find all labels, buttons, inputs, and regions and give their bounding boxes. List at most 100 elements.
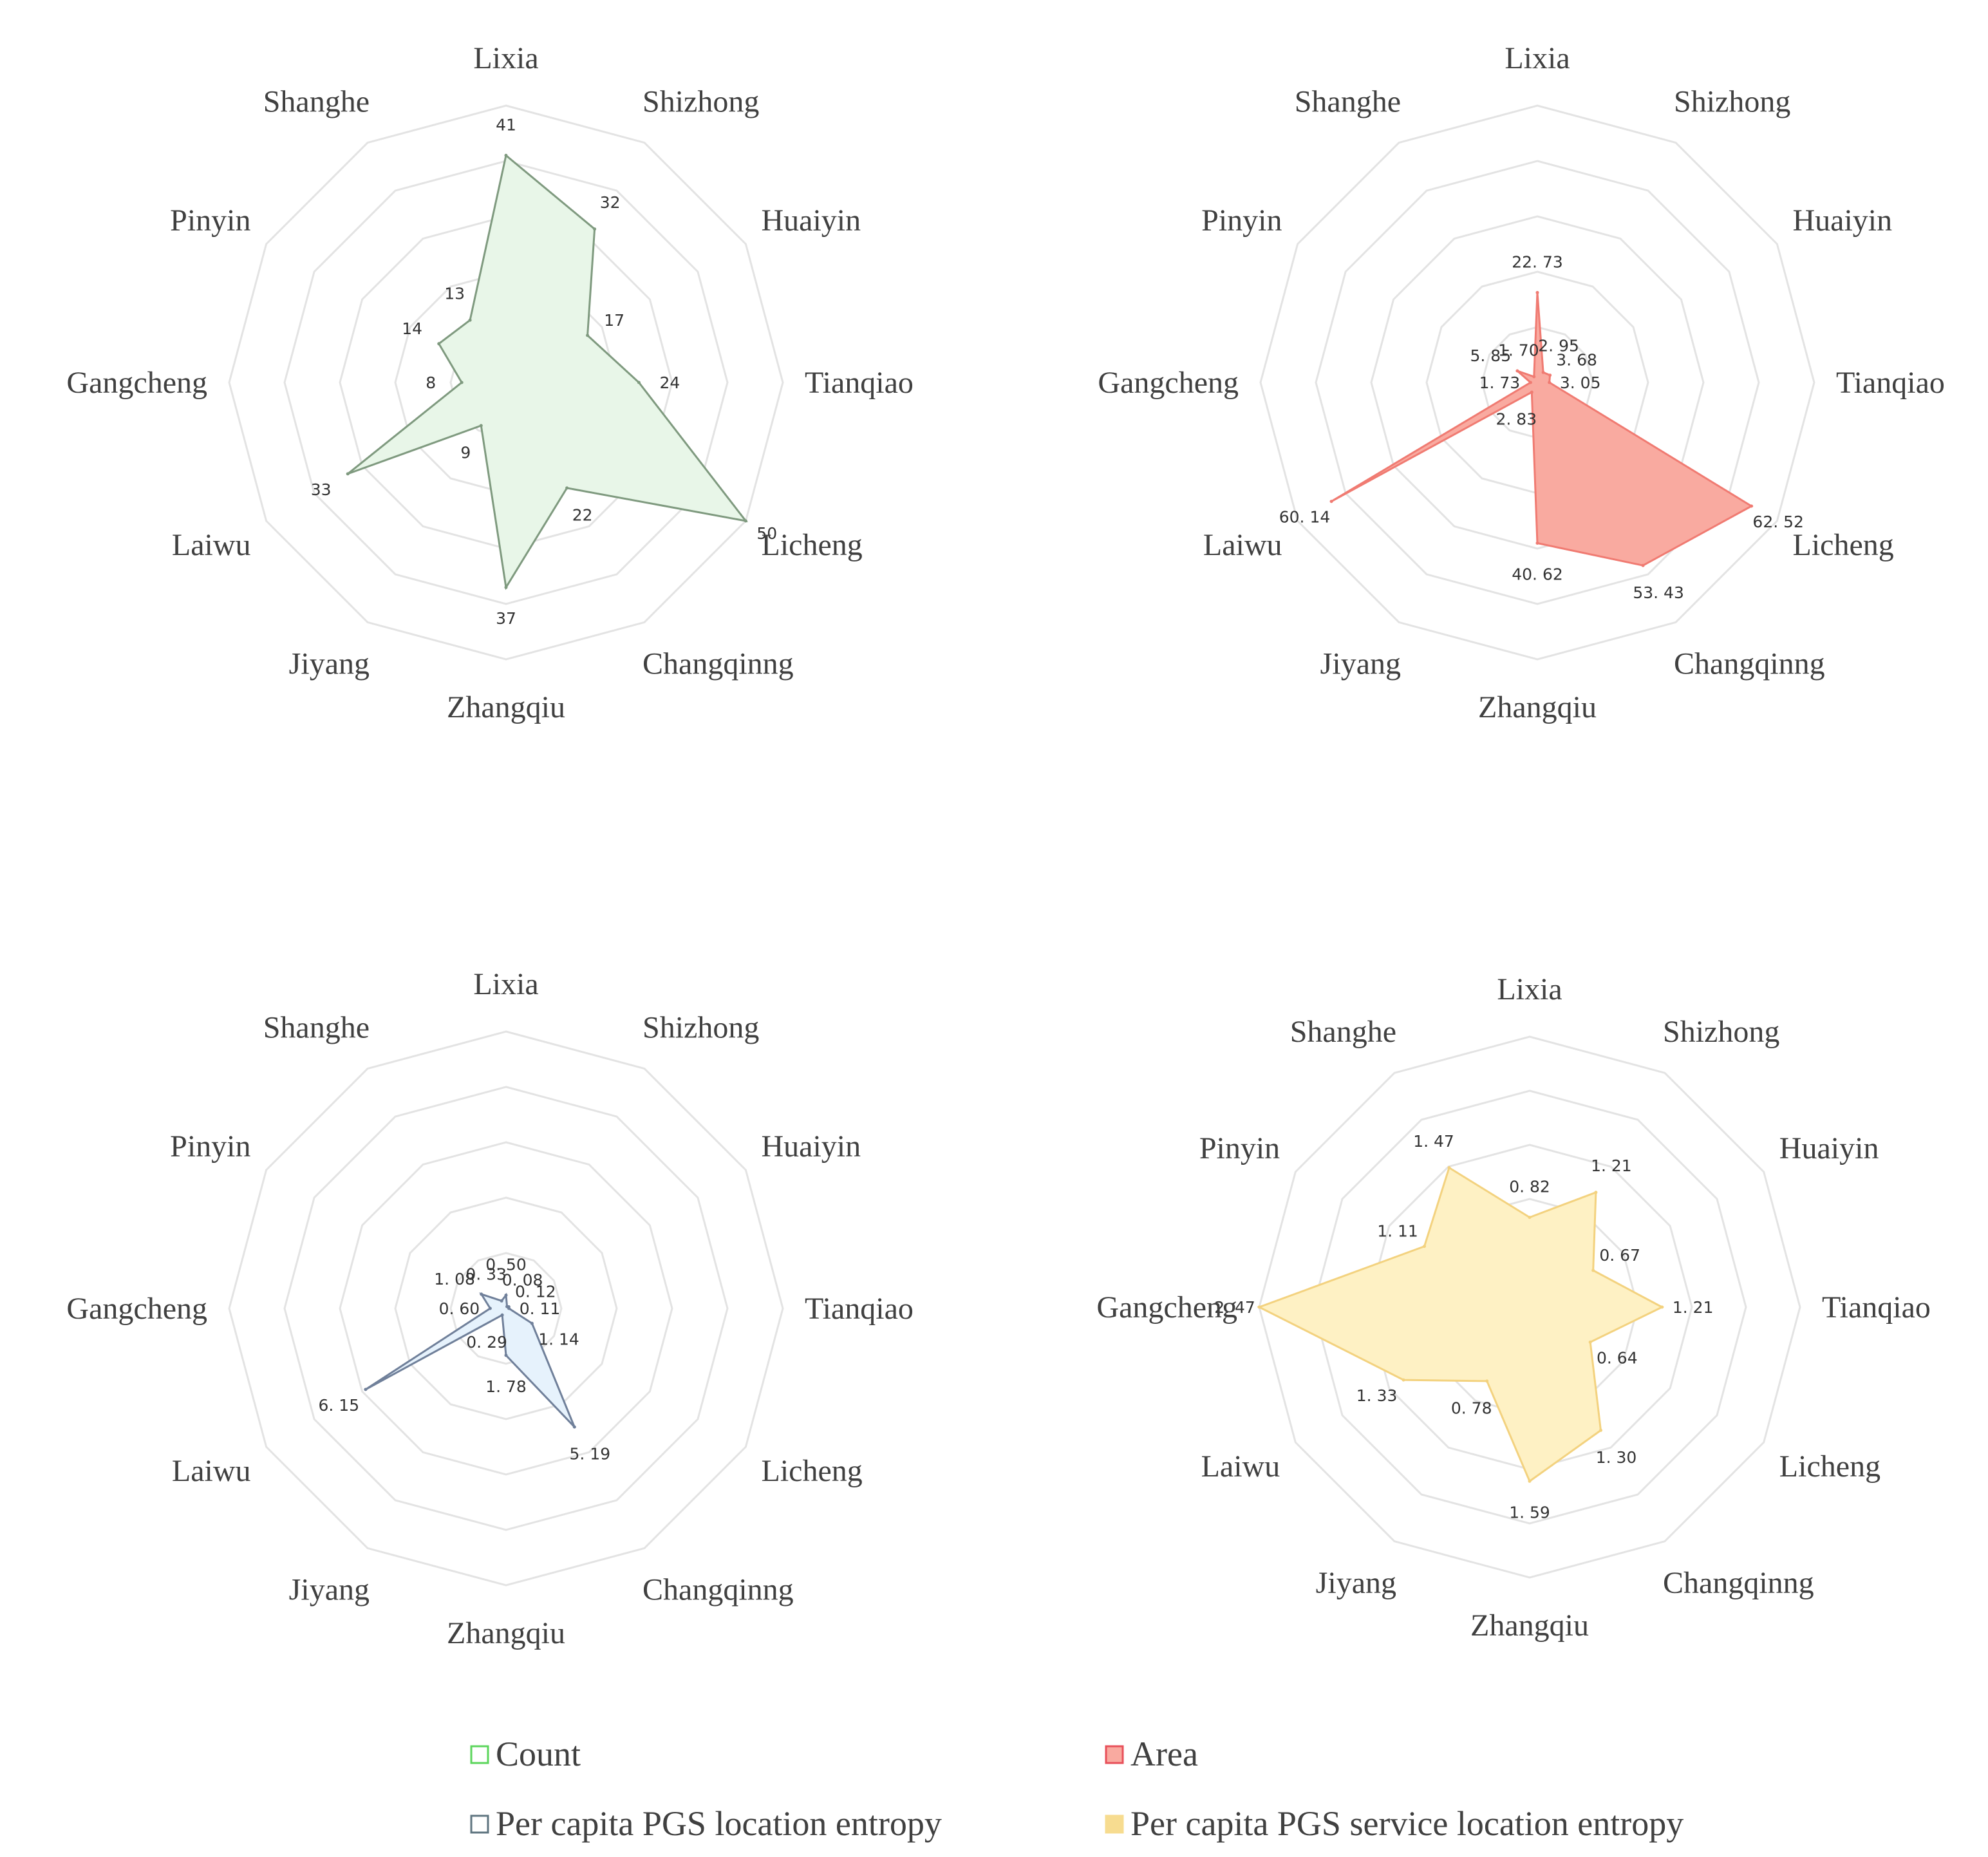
category-label-pinyin: Pinyin (170, 203, 250, 238)
legend-item-count[interactable]: Count (470, 1735, 581, 1773)
category-label-shizhong: Shizhong (1663, 1015, 1779, 1049)
value-label-shizhong: 2. 95 (1538, 337, 1579, 355)
data-point-jiyang (1530, 390, 1533, 394)
value-label-licheng: 1. 14 (538, 1330, 579, 1348)
category-label-gangcheng: Gangcheng (66, 366, 207, 400)
grid-ring-1 (449, 1252, 563, 1365)
legend-item-service-location-entropy[interactable]: Per capita PGS service location entropy (1105, 1804, 1683, 1843)
value-label-tianqiao: 24 (659, 373, 680, 392)
category-label-pinyin: Pinyin (170, 1129, 250, 1164)
category-label-tianqiao: Tianqiao (1836, 366, 1945, 400)
category-label-huaiyin: Huaiyin (762, 1129, 861, 1164)
grid-ring-5 (228, 1030, 784, 1587)
category-label-changqinng: Changqinng (1674, 647, 1825, 681)
category-label-changqinng: Changqinng (642, 1573, 794, 1607)
data-point-pinyin (1423, 1245, 1426, 1249)
category-label-lixia: Lixia (1505, 41, 1570, 75)
radar-chart-service-location-entropy: 0. 82 1. 21 0. 67 1. 21 0. 64 1. 30 1. 59 0. 78… (1096, 972, 1931, 1643)
legend-item-location-entropy[interactable]: Per capita PGS location entropy (470, 1804, 942, 1843)
value-label-pinyin: 14 (402, 319, 422, 338)
value-label-lixia: 0. 50 (485, 1256, 527, 1274)
grid-ring-3 (339, 1141, 673, 1476)
data-point-pinyin (1515, 369, 1519, 373)
value-label-gangcheng: 8 (426, 373, 436, 392)
category-label-huaiyin: Huaiyin (1793, 203, 1893, 238)
value-label-laiwu: 6. 15 (318, 1396, 359, 1415)
data-point-shizhong (1594, 1191, 1598, 1194)
data-point-shanghe (500, 1299, 503, 1303)
category-label-laiwu: Laiwu (1203, 528, 1282, 562)
category-label-jiyang: Jiyang (1316, 1566, 1396, 1600)
data-point-changqinng (1641, 563, 1645, 567)
value-label-zhangqiu: 40. 62 (1512, 565, 1563, 584)
grid-ring-5 (228, 104, 784, 661)
value-label-jiyang: 9 (460, 444, 471, 462)
legend-label-service-location-entropy: Per capita PGS service location entropy (1130, 1804, 1683, 1843)
data-point-pinyin (480, 1292, 483, 1296)
category-label-huaiyin: Huaiyin (1779, 1131, 1879, 1165)
grid-ring-4 (283, 1086, 729, 1531)
data-point-licheng (744, 519, 747, 523)
value-label-lixia: 0. 82 (1509, 1178, 1550, 1196)
data-point-shanghe (1532, 375, 1536, 379)
legend-swatch-area (1105, 1745, 1124, 1764)
data-point-laiwu (1329, 500, 1333, 504)
value-label-jiyang: 2. 83 (1496, 410, 1537, 429)
category-label-lixia: Lixia (473, 41, 538, 75)
data-point-jiyang (500, 1313, 504, 1317)
value-label-changqinng: 5. 19 (569, 1445, 610, 1464)
data-point-gangcheng (1257, 1305, 1261, 1309)
value-label-tianqiao: 0. 11 (520, 1299, 561, 1318)
grid-ring-4 (1315, 160, 1760, 605)
radar-chart-count: 41 32 17 24 50 22 37 9 33 8 14 13 Lixia Shizhong Huaiy… (66, 41, 914, 724)
data-point-licheng (1750, 504, 1754, 508)
data-point-zhangqiu (1528, 1479, 1532, 1483)
category-label-gangcheng: Gangcheng (66, 1292, 207, 1326)
data-point-lixia (1535, 290, 1539, 294)
radar-grid (228, 1030, 784, 1587)
grid-ring-4 (283, 160, 729, 605)
category-label-tianqiao: Tianqiao (805, 366, 914, 400)
data-point-zhangqiu (504, 1353, 508, 1357)
series-area-service-location-entropy (1257, 1166, 1665, 1483)
value-label-changqinng: 53. 43 (1633, 583, 1684, 602)
value-label-shanghe: 0. 33 (465, 1265, 507, 1284)
data-point-shizhong (1541, 370, 1545, 374)
legend-swatch-count (470, 1745, 489, 1764)
data-point-gangcheng (460, 381, 464, 384)
category-label-shizhong: Shizhong (1674, 85, 1790, 119)
radar-chart-location-entropy: 0. 500. 080. 120. 11 1. 14 5. 19 1. 78 0. 29… (66, 967, 914, 1650)
data-point-tianqiao (507, 1306, 511, 1310)
value-label-gangcheng: 1. 73 (1479, 373, 1521, 392)
category-label-gangcheng: Gangcheng (1096, 1290, 1237, 1324)
category-label-laiwu: Laiwu (1201, 1449, 1280, 1484)
data-point-laiwu (364, 1388, 368, 1391)
data-point-shanghe (468, 318, 472, 322)
category-label-pinyin: Pinyin (1199, 1131, 1280, 1165)
grid-ring-2 (394, 1196, 618, 1420)
value-label-pinyin: 5. 85 (1470, 346, 1511, 365)
category-label-shanghe: Shanghe (263, 1011, 370, 1045)
data-point-huaiyin (1591, 1268, 1595, 1272)
data-point-zhangqiu (504, 585, 508, 589)
category-label-zhangqiu: Zhangqiu (1478, 690, 1597, 724)
data-point-changqinng (572, 1425, 576, 1429)
data-point-pinyin (437, 342, 441, 346)
value-label-laiwu: 60. 14 (1279, 508, 1331, 527)
grid-ring-5 (1258, 1035, 1801, 1579)
category-label-licheng: Licheng (762, 528, 863, 562)
category-label-licheng: Licheng (762, 1454, 863, 1488)
category-label-jiyang: Jiyang (1320, 647, 1401, 681)
value-label-changqinng: 22 (572, 505, 593, 524)
value-label-huaiyin: 3. 68 (1556, 351, 1597, 370)
value-label-gangcheng: 2. 47 (1214, 1298, 1255, 1317)
data-point-lixia (504, 153, 508, 157)
value-label-shanghe: 1. 70 (1498, 341, 1539, 359)
category-label-lixia: Lixia (473, 967, 538, 1001)
legend-item-area[interactable]: Area (1105, 1735, 1198, 1773)
value-label-lixia: 41 (496, 115, 516, 134)
data-point-shanghe (1447, 1166, 1451, 1169)
grid-ring-5 (1259, 104, 1815, 661)
data-point-licheng (1588, 1340, 1592, 1344)
